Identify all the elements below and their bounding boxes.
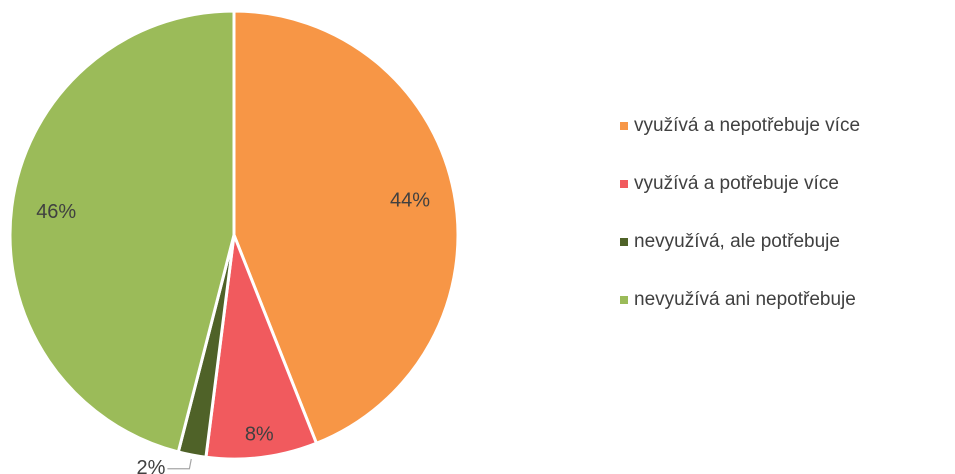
legend-swatch [620,238,628,246]
pie-slice [232,9,460,446]
pie-slice [204,234,319,461]
leader-line [167,458,192,470]
legend-swatch [620,122,628,130]
legend-label: nevyužívá ani nepotřebuje [634,289,856,310]
legend-label: využívá a nepotřebuje více [634,115,860,136]
data-label: 2% [136,457,165,474]
pie-slice [8,9,236,454]
legend-swatch [620,296,628,304]
legend-swatch [620,180,628,188]
data-label: 8% [245,423,274,445]
legend-label: využívá a potřebuje více [634,173,839,194]
legend-label: nevyužívá, ale potřebuje [634,231,840,252]
data-label: 44% [390,190,430,212]
data-label: 46% [36,201,76,223]
